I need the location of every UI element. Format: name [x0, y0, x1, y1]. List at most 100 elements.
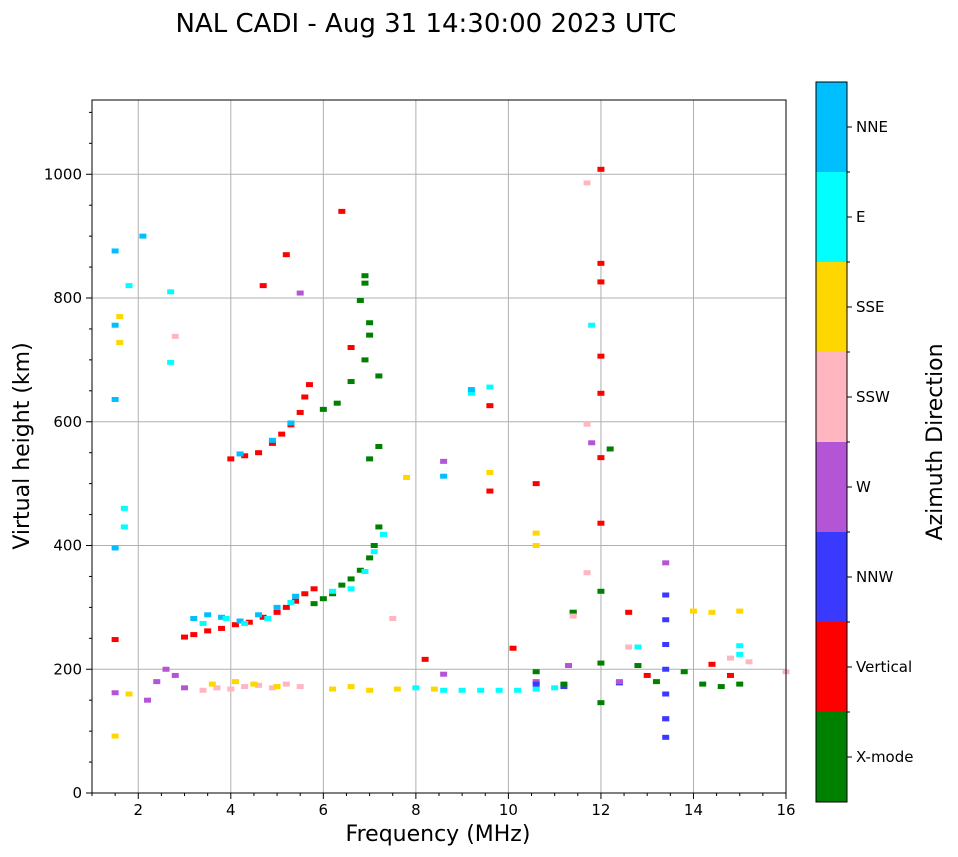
data-point [264, 616, 272, 622]
data-point [111, 545, 119, 551]
data-point [231, 622, 239, 628]
data-point [227, 686, 235, 692]
data-point [389, 616, 397, 622]
colorbar-category-label: NNE [856, 118, 888, 136]
data-point [199, 620, 207, 626]
data-point [736, 651, 744, 657]
data-point [347, 684, 355, 690]
data-point [181, 634, 189, 640]
data-point [366, 456, 374, 462]
data-point [662, 592, 670, 598]
data-point [366, 320, 374, 326]
data-point [319, 596, 327, 602]
data-point [477, 687, 485, 693]
data-point [204, 628, 212, 634]
data-point [361, 280, 369, 286]
x-axis-ticks: 2 4 6 8 10 12 14 16 [91, 793, 796, 819]
data-point [116, 314, 124, 320]
data-point [440, 687, 448, 693]
colorbar-category-label: SSW [856, 388, 890, 406]
data-point [662, 666, 670, 672]
data-point [356, 567, 364, 573]
data-point [532, 669, 540, 675]
data-point [569, 613, 577, 619]
data-point [287, 599, 295, 605]
data-point [305, 382, 313, 388]
data-point [606, 446, 614, 452]
colorbar-category-label: NNW [856, 568, 893, 586]
data-point [255, 612, 263, 618]
data-point [736, 681, 744, 687]
colorbar-frame [815, 81, 848, 803]
data-point [421, 656, 429, 662]
data-point [167, 289, 175, 295]
x-axis-label: Frequency (MHz) [346, 822, 531, 847]
data-point [615, 679, 623, 685]
data-point [218, 625, 226, 631]
data-point [643, 672, 651, 678]
y-axis-ticks: 0 200 400 600 800 1000 [44, 111, 92, 802]
data-point [347, 379, 355, 385]
data-point [181, 685, 189, 691]
data-point [662, 734, 670, 740]
chart-title: NAL CADI - Aug 31 14:30:00 2023 UTC [176, 9, 677, 39]
colorbar-category-label: E [856, 208, 865, 226]
data-point [273, 604, 281, 610]
data-point [736, 643, 744, 649]
data-point [467, 390, 475, 396]
data-point [597, 279, 605, 285]
data-point [268, 440, 276, 446]
data-point [282, 681, 290, 687]
data-point [467, 387, 475, 393]
data-point [241, 453, 249, 459]
colorbar: X-mode Vertical NNW W SSW SSE E NNE [815, 81, 913, 803]
data-point [370, 543, 378, 548]
data-point [597, 588, 605, 594]
data-point [634, 663, 642, 669]
data-point [208, 681, 216, 687]
data-point [597, 166, 605, 172]
data-point [532, 481, 540, 487]
x-tick-label: 12 [591, 801, 610, 819]
data-point [458, 687, 466, 693]
data-point [560, 681, 568, 687]
data-point [301, 394, 309, 400]
colorbar-segment [816, 442, 847, 532]
data-point [222, 616, 230, 622]
data-point [375, 524, 383, 530]
data-point [486, 403, 494, 409]
y-tick-label: 200 [53, 660, 82, 678]
data-point [708, 609, 716, 615]
data-point [745, 659, 753, 665]
data-point [509, 645, 517, 651]
data-point [597, 700, 605, 706]
data-point [120, 505, 128, 511]
data-point [259, 283, 267, 289]
data-point [689, 608, 697, 614]
data-point [379, 531, 387, 537]
data-point [236, 618, 244, 624]
data-point [366, 555, 374, 561]
data-point [680, 669, 688, 675]
data-point [204, 612, 212, 618]
data-point [292, 598, 300, 604]
data-point [111, 322, 119, 328]
data-point [565, 663, 573, 669]
data-point [486, 469, 494, 475]
data-point [440, 473, 448, 479]
data-point [218, 614, 226, 620]
data-point [597, 390, 605, 396]
y-tick-label: 800 [53, 289, 82, 307]
data-point [236, 451, 244, 457]
data-point [250, 681, 258, 687]
data-point [532, 530, 540, 536]
data-point [333, 400, 341, 406]
data-point [310, 601, 318, 607]
data-point [726, 655, 734, 661]
data-point [662, 617, 670, 623]
data-point [597, 260, 605, 266]
y-tick-label: 600 [53, 413, 82, 431]
data-point [583, 180, 591, 186]
data-point [319, 406, 327, 412]
